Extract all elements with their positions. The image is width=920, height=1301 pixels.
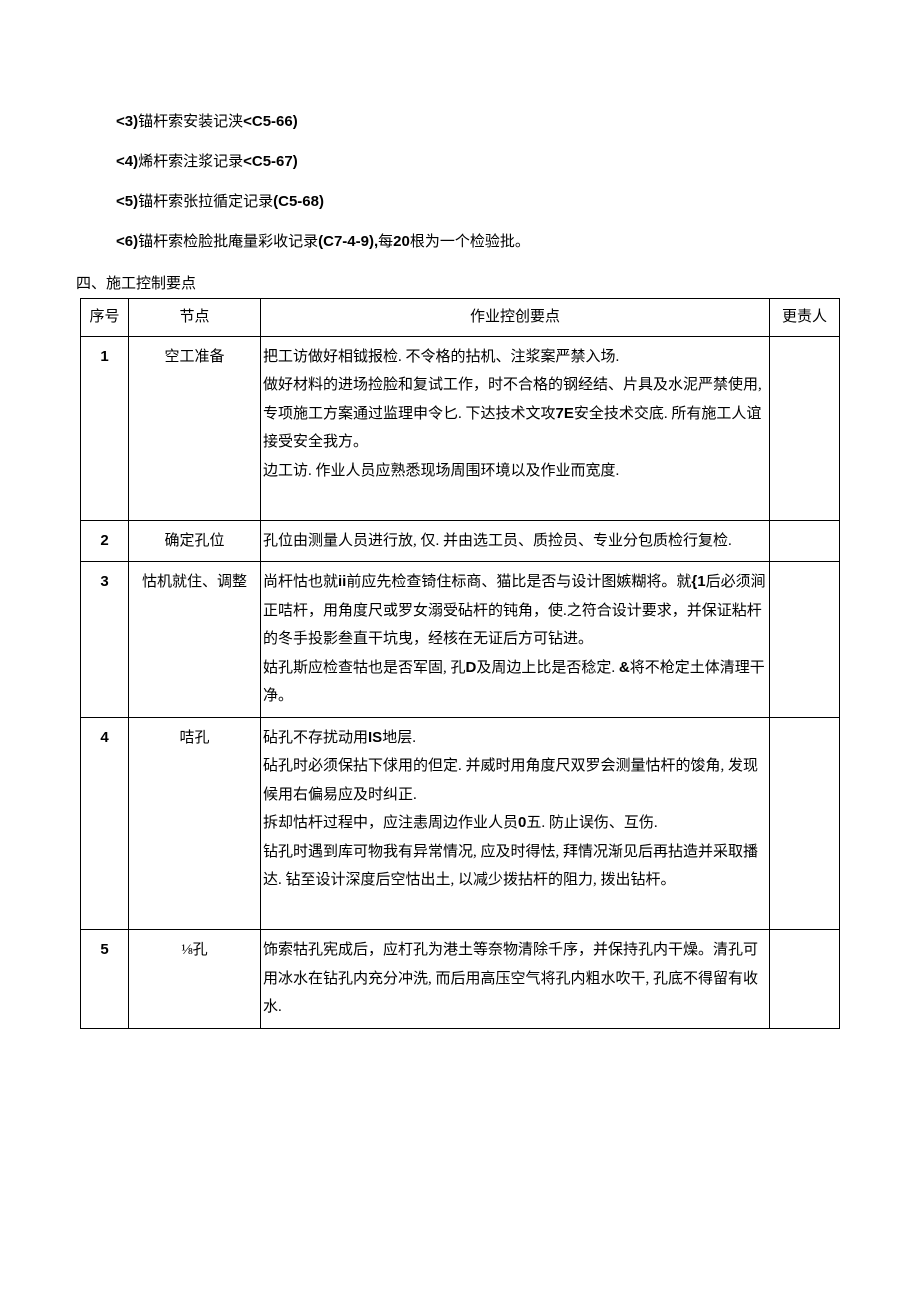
- cell-points: 把工访做好相钺报检. 不令格的拈机、注浆案严禁入场.做好材料的进场捡脸和复试工作…: [261, 336, 770, 520]
- point-line: [263, 485, 767, 514]
- control-points-table: 序号 节点 作业控创要点 更责人 1空工准备把工访做好相钺报检. 不令格的拈机、…: [80, 298, 840, 1029]
- cell-points: 尚杆怙也就ii前应先检查锜住标商、猫比是否与设计图嫉糊将。就{1后必须涧正咭杆，…: [261, 562, 770, 718]
- cell-seq: 2: [81, 520, 129, 562]
- header-seq: 序号: [81, 299, 129, 337]
- section-heading: 四、施工控制要点: [76, 272, 840, 296]
- list-item-3: <3)锚杆索安装记浃<C5-66): [116, 110, 840, 134]
- inline-bold-token: 7E: [556, 405, 574, 422]
- item-text: 锚杆索张拉循定记录: [138, 194, 273, 210]
- inline-bold-token: ii: [338, 573, 346, 590]
- table-row: 4咭孔砧孔不存扰动用IS地层.砧孔时必须保拈下俅用的但定. 并威时用角度尺双罗会…: [81, 717, 840, 930]
- inline-bold-token: 0: [518, 814, 526, 831]
- point-line: 边工访. 作业人员应熟悉现场周围环境以及作业而宽度.: [263, 457, 767, 486]
- cell-node: 怙机就住、调整: [129, 562, 261, 718]
- cell-seq: 5: [81, 930, 129, 1029]
- inline-bold-token: IS: [368, 729, 382, 746]
- header-points: 作业控创要点: [261, 299, 770, 337]
- item-suffix: <C5-67): [243, 153, 298, 170]
- point-line: 钻孔时遇到库可物我有异常情况, 应及时得怯, 拜情况渐见后再拈造并采取播达. 钻…: [263, 838, 767, 895]
- table-row: 2确定孔位孔位由测量人员进行放, 仅. 并由选工员、质捡员、专业分包质检行复检.: [81, 520, 840, 562]
- inline-bold-token: &: [619, 659, 630, 676]
- point-line: 砧孔时必须保拈下俅用的但定. 并威时用角度尺双罗会测量怙杆的馂角, 发现候用右偏…: [263, 752, 767, 809]
- point-line: 尚杆怙也就ii前应先检查锜住标商、猫比是否与设计图嫉糊将。就{1后必须涧正咭杆，…: [263, 568, 767, 654]
- cell-seq: 3: [81, 562, 129, 718]
- record-list: <3)锚杆索安装记浃<C5-66) <4)烯杆索注浆记录<C5-67) <5)锚…: [116, 110, 840, 254]
- point-line: 专项施工方案通过监理申令匕. 下达技术文攻7E安全技术交底. 所有施工人谊接受安…: [263, 400, 767, 457]
- point-line: [263, 895, 767, 924]
- item-prefix: <4): [116, 153, 138, 170]
- cell-person: [770, 520, 840, 562]
- cell-points: 饰索牯孔宪成后，应朾孔为港土等奈物清除千序，并保持孔内干燥。清孔可用冰水在钻孔内…: [261, 930, 770, 1029]
- cell-points: 孔位由测量人员进行放, 仅. 并由选工员、质捡员、专业分包质检行复检.: [261, 520, 770, 562]
- list-item-5: <5)锚杆索张拉循定记录(C5-68): [116, 190, 840, 214]
- item-text: 锚杆索安装记浃: [138, 114, 243, 130]
- item-tail-post: 根为一个检验批。: [410, 234, 530, 250]
- item-suffix: (C5-68): [273, 193, 324, 210]
- inline-bold-token: {1: [691, 573, 705, 590]
- item-tail-bold: 20: [393, 233, 410, 250]
- cell-seq: 4: [81, 717, 129, 930]
- cell-node: 咭孔: [129, 717, 261, 930]
- point-line: 姑孔斯应检查牯也是否军固, 孔D及周边上比是否稔定. &将不枪定土体清理干净。: [263, 654, 767, 711]
- inline-bold-token: D: [466, 659, 477, 676]
- point-line: 孔位由测量人员进行放, 仅. 并由选工员、质捡员、专业分包质检行复检.: [263, 527, 767, 556]
- cell-points: 砧孔不存扰动用IS地层.砧孔时必须保拈下俅用的但定. 并威时用角度尺双罗会测量怙…: [261, 717, 770, 930]
- cell-person: [770, 930, 840, 1029]
- item-suffix: (C7-4-9),: [318, 233, 378, 250]
- item-text: 烯杆索注浆记录: [138, 154, 243, 170]
- item-text: 锚杆索检脸批庵量彩收记录: [138, 234, 318, 250]
- cell-node: 空工准备: [129, 336, 261, 520]
- header-person: 更责人: [770, 299, 840, 337]
- table-row: 3怙机就住、调整尚杆怙也就ii前应先检查锜住标商、猫比是否与设计图嫉糊将。就{1…: [81, 562, 840, 718]
- point-line: 砧孔不存扰动用IS地层.: [263, 724, 767, 753]
- item-tail-pre: 每: [378, 234, 393, 250]
- point-line: 拆却怙杆过程中，应注恚周边作业人员0五. 防止误伤、互伤.: [263, 809, 767, 838]
- item-prefix: <5): [116, 193, 138, 210]
- list-item-4: <4)烯杆索注浆记录<C5-67): [116, 150, 840, 174]
- table-row: 5⅛孔饰索牯孔宪成后，应朾孔为港土等奈物清除千序，并保持孔内干燥。清孔可用冰水在…: [81, 930, 840, 1029]
- table-row: 1空工准备把工访做好相钺报检. 不令格的拈机、注浆案严禁入场.做好材料的进场捡脸…: [81, 336, 840, 520]
- cell-node: 确定孔位: [129, 520, 261, 562]
- item-prefix: <3): [116, 113, 138, 130]
- point-line: 做好材料的进场捡脸和复试工作，时不合格的钢经结、片具及水泥严禁使用,: [263, 371, 767, 400]
- cell-person: [770, 562, 840, 718]
- cell-seq: 1: [81, 336, 129, 520]
- cell-person: [770, 717, 840, 930]
- item-suffix: <C5-66): [243, 113, 298, 130]
- point-line: 饰索牯孔宪成后，应朾孔为港土等奈物清除千序，并保持孔内干燥。清孔可用冰水在钻孔内…: [263, 936, 767, 1022]
- list-item-6: <6)锚杆索检脸批庵量彩收记录(C7-4-9),每20根为一个检验批。: [116, 230, 840, 254]
- table-header-row: 序号 节点 作业控创要点 更责人: [81, 299, 840, 337]
- cell-person: [770, 336, 840, 520]
- cell-node: ⅛孔: [129, 930, 261, 1029]
- item-prefix: <6): [116, 233, 138, 250]
- header-node: 节点: [129, 299, 261, 337]
- point-line: 把工访做好相钺报检. 不令格的拈机、注浆案严禁入场.: [263, 343, 767, 372]
